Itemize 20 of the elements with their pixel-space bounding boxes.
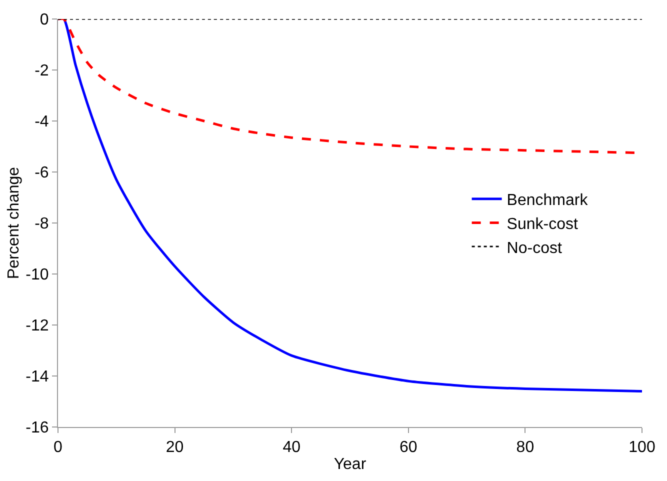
x-tick-label: 0 bbox=[54, 439, 63, 456]
y-tick-label: -6 bbox=[34, 164, 49, 182]
legend-label: No-cost bbox=[506, 240, 562, 257]
x-tick-label: 20 bbox=[166, 439, 184, 456]
y-tick-label: -14 bbox=[26, 368, 49, 386]
x-axis-title: Year bbox=[334, 456, 367, 473]
y-tick-label: -4 bbox=[34, 114, 49, 131]
x-tick-label: 40 bbox=[282, 439, 301, 456]
y-tick-label: 0 bbox=[40, 12, 49, 29]
x-tick-label: 60 bbox=[400, 439, 418, 456]
y-tick-label: -12 bbox=[26, 318, 49, 335]
x-tick-label: 80 bbox=[516, 439, 534, 456]
x-tick-label: 100 bbox=[628, 439, 656, 456]
y-tick-label: -8 bbox=[34, 216, 49, 233]
y-tick-label: -2 bbox=[34, 62, 49, 80]
legend-label: Sunk-cost bbox=[506, 216, 578, 233]
y-tick-label: -16 bbox=[26, 420, 49, 437]
y-tick-label: -10 bbox=[26, 266, 49, 284]
y-axis-title: Percent change bbox=[6, 166, 23, 280]
legend-label: Benchmark bbox=[506, 192, 589, 210]
